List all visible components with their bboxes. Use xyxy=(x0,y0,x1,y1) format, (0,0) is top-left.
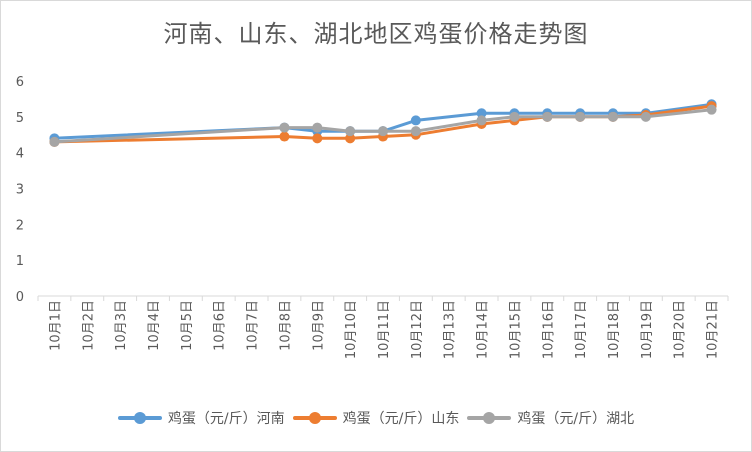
x-tick-label: 10月2日 xyxy=(81,300,96,351)
x-tick-label: 10月4日 xyxy=(147,300,162,351)
legend-item-2: 鸡蛋（元/斤）山东 xyxy=(292,408,460,428)
x-tick-label: 10月12日 xyxy=(410,300,425,359)
series-point-3 xyxy=(575,111,586,122)
x-tick-label: 10月16日 xyxy=(541,300,556,359)
y-tick-label: 4 xyxy=(16,147,24,162)
x-tick-label: 10月8日 xyxy=(278,300,293,351)
y-tick-label: 2 xyxy=(16,218,24,233)
x-tick-label: 10月19日 xyxy=(640,300,655,359)
legend-label-1: 鸡蛋（元/斤）河南 xyxy=(167,411,285,427)
x-tick-label: 10月20日 xyxy=(673,300,688,359)
legend: 鸡蛋（元/斤）河南 鸡蛋（元/斤）山东 鸡蛋（元/斤）湖北 xyxy=(0,408,752,428)
series-point-3 xyxy=(509,111,520,122)
x-tick-label: 10月13日 xyxy=(443,300,458,359)
series-point-3 xyxy=(410,126,421,137)
legend-item-1: 鸡蛋（元/斤）河南 xyxy=(117,408,285,428)
x-tick-label: 10月21日 xyxy=(706,300,721,359)
axis-layer: 0 1 2 3 4 5 6 10月1日 10月2日 10月3日 10月4日 10月5日 10月6日 10月… xyxy=(16,75,729,359)
x-tick-label: 10月5日 xyxy=(180,300,195,351)
x-tick-label: 10月18日 xyxy=(607,300,622,359)
legend-label-2: 鸡蛋（元/斤）山东 xyxy=(342,411,460,427)
x-tick-label: 10月6日 xyxy=(213,300,228,351)
series-point-3 xyxy=(640,111,651,122)
series-point-3 xyxy=(345,126,356,137)
legend-swatch-1 xyxy=(117,411,162,425)
series-point-3 xyxy=(378,126,388,137)
x-tick-label: 10月15日 xyxy=(508,300,523,359)
series-point-2 xyxy=(312,133,323,144)
legend-item-3: 鸡蛋（元/斤）湖北 xyxy=(467,408,634,428)
x-tick-label: 10月14日 xyxy=(476,300,491,359)
series-point-3 xyxy=(279,122,290,133)
series-point-3 xyxy=(312,122,323,133)
series-point-1 xyxy=(476,108,487,119)
series-point-2 xyxy=(345,133,356,144)
x-tick-label: 10月11日 xyxy=(377,300,392,359)
y-tick-label: 5 xyxy=(16,111,24,126)
series-point-2 xyxy=(279,131,290,142)
series-point-3 xyxy=(476,115,487,126)
legend-swatch-2 xyxy=(292,411,337,425)
series-layer xyxy=(49,99,717,147)
y-tick-label: 3 xyxy=(16,183,24,198)
series-point-3 xyxy=(542,111,553,122)
x-tick-label: 10月10日 xyxy=(344,300,359,359)
series-point-3 xyxy=(706,104,717,115)
x-tick-label: 10月7日 xyxy=(246,300,261,351)
legend-label-3: 鸡蛋（元/斤）湖北 xyxy=(517,411,635,427)
y-tick-label: 6 xyxy=(16,75,24,90)
x-tick-label: 10月3日 xyxy=(114,300,129,351)
series-point-1 xyxy=(410,115,421,126)
x-tick-label: 10月17日 xyxy=(574,300,589,359)
legend-swatch-3 xyxy=(467,411,512,425)
x-tick-label: 10月1日 xyxy=(48,300,63,351)
series-point-3 xyxy=(608,111,618,122)
y-tick-label: 0 xyxy=(16,290,24,305)
x-tick-label: 10月9日 xyxy=(311,300,326,351)
series-point-3 xyxy=(49,136,60,147)
chart-title: 河南、山东、湖北地区鸡蛋价格走势图 xyxy=(163,20,589,48)
y-tick-label: 1 xyxy=(16,254,24,269)
